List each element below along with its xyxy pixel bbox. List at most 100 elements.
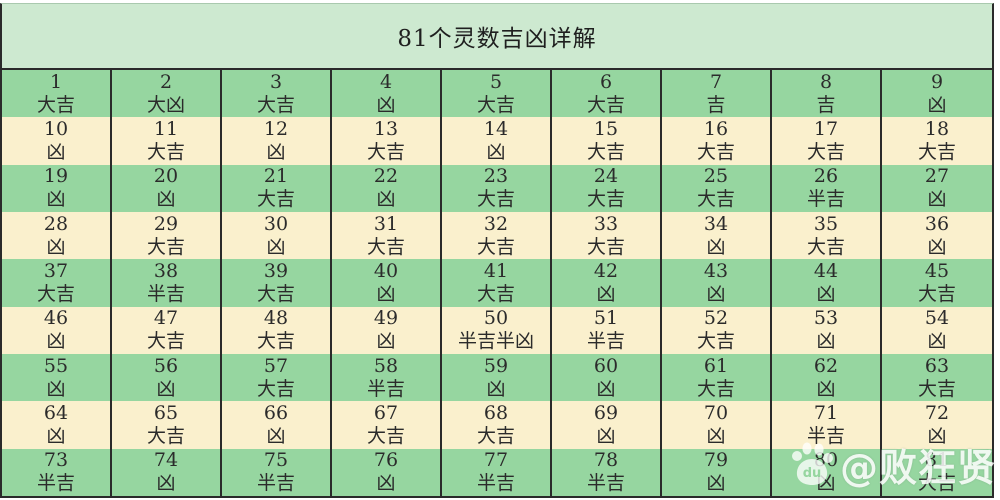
cell-luck: 大吉 [696,188,735,211]
grid-cell: 79 凶 [662,448,772,496]
cell-number: 55 [43,354,69,377]
cell-number: 69 [593,401,619,424]
grid-cell: 45 大吉 [882,259,992,307]
cell-luck: 凶 [156,377,176,400]
cell-number: 45 [924,259,950,282]
cell-luck: 半吉 [806,424,845,447]
cell-luck: 吉 [706,93,726,116]
cell-luck: 大吉 [806,140,845,163]
cell-number: 48 [263,307,289,330]
cell-luck: 凶 [927,188,947,211]
cell-number: 16 [703,117,729,140]
cell-luck: 大吉 [917,472,956,495]
cell-number: 62 [813,354,839,377]
cell-luck: 凶 [376,188,396,211]
cell-number: 60 [593,354,619,377]
cell-luck: 凶 [266,140,286,163]
cell-luck: 半吉 [476,472,515,495]
cell-number: 28 [43,212,69,235]
grid-cell: 39 大吉 [222,259,332,307]
grid-cell: 26 半吉 [772,164,882,212]
grid-cell: 10 凶 [2,117,112,165]
cell-number: 14 [483,117,509,140]
cell-luck: 半吉 [256,472,295,495]
cell-number: 39 [263,259,289,282]
grid-cell: 36 凶 [882,211,992,260]
cell-number: 40 [373,259,399,282]
grid-cell: 20 凶 [112,164,222,212]
cell-luck: 大吉 [36,93,75,116]
page-title: 81个灵数吉凶详解 [397,26,597,52]
cell-luck: 大吉 [476,188,515,211]
cell-number: 4 [379,70,393,93]
cell-number: 67 [373,401,399,424]
grid-cell: 66 凶 [222,401,332,449]
cell-luck: 大吉 [586,188,625,211]
grid-cell: 31 大吉 [332,211,442,260]
cell-number: 17 [813,117,839,140]
cell-luck: 凶 [376,330,396,353]
cell-number: 25 [703,165,729,188]
grid-cell: 50 半吉半凶 [442,306,552,354]
cell-number: 38 [153,259,179,282]
grid-cell: 3 大吉 [222,70,332,118]
grid-cell: 54 凶 [882,306,992,354]
cell-number: 46 [43,307,69,330]
cell-luck: 大吉 [476,282,515,305]
cell-number: 59 [483,354,509,377]
cell-number: 1 [49,70,63,93]
cell-luck: 大吉 [366,140,405,163]
cell-number: 27 [924,165,950,188]
grid-cell: 30 凶 [222,211,332,260]
grid-cell: 13 大吉 [332,117,442,165]
cell-number: 30 [263,212,289,235]
cell-number: 47 [153,307,179,330]
cell-luck: 凶 [927,93,947,116]
cell-number: 7 [709,70,723,93]
cell-number: 36 [924,212,950,235]
grid-cell: 24 大吉 [552,164,662,212]
cell-number: 26 [813,165,839,188]
cell-luck: 凶 [46,330,66,353]
cell-number: 35 [813,212,839,235]
cell-number: 5 [489,70,503,93]
cell-number: 80 [813,449,839,472]
cell-number: 70 [703,401,729,424]
grid-cell: 17 大吉 [772,117,882,165]
grid-cell: 80 凶 [772,448,882,496]
cell-luck: 大吉 [696,140,735,163]
grid-cell: 78 半吉 [552,448,662,496]
grid-cell: 73 半吉 [2,448,112,496]
cell-luck: 凶 [486,140,506,163]
grid-cell: 43 凶 [662,259,772,307]
cell-luck: 凶 [376,282,396,305]
cell-luck: 大吉 [806,235,845,258]
cell-luck: 凶 [156,472,176,495]
cell-luck: 大吉 [586,93,625,116]
cell-number: 10 [43,117,69,140]
grid-cell: 38 半吉 [112,259,222,307]
cell-number: 33 [593,212,619,235]
grid-cell: 42 凶 [552,259,662,307]
cell-luck: 大吉 [256,282,295,305]
cell-luck: 大吉 [917,282,956,305]
cell-number: 43 [703,259,729,282]
cell-luck: 凶 [706,235,726,258]
cell-number: 51 [593,307,619,330]
grid-cell: 71 半吉 [772,401,882,449]
cell-number: 15 [593,117,619,140]
cell-luck: 大吉 [256,377,295,400]
cell-luck: 凶 [706,472,726,495]
cell-luck: 大吉 [256,330,295,353]
cell-luck: 凶 [927,330,947,353]
cell-number: 29 [153,212,179,235]
cell-luck: 凶 [596,424,616,447]
cell-luck: 凶 [376,93,396,116]
cell-number: 66 [263,401,289,424]
grid-cell: 60 凶 [552,353,662,402]
grid-cell: 18 大吉 [882,117,992,165]
cell-number: 12 [263,117,289,140]
grid-cell: 28 凶 [2,211,112,260]
